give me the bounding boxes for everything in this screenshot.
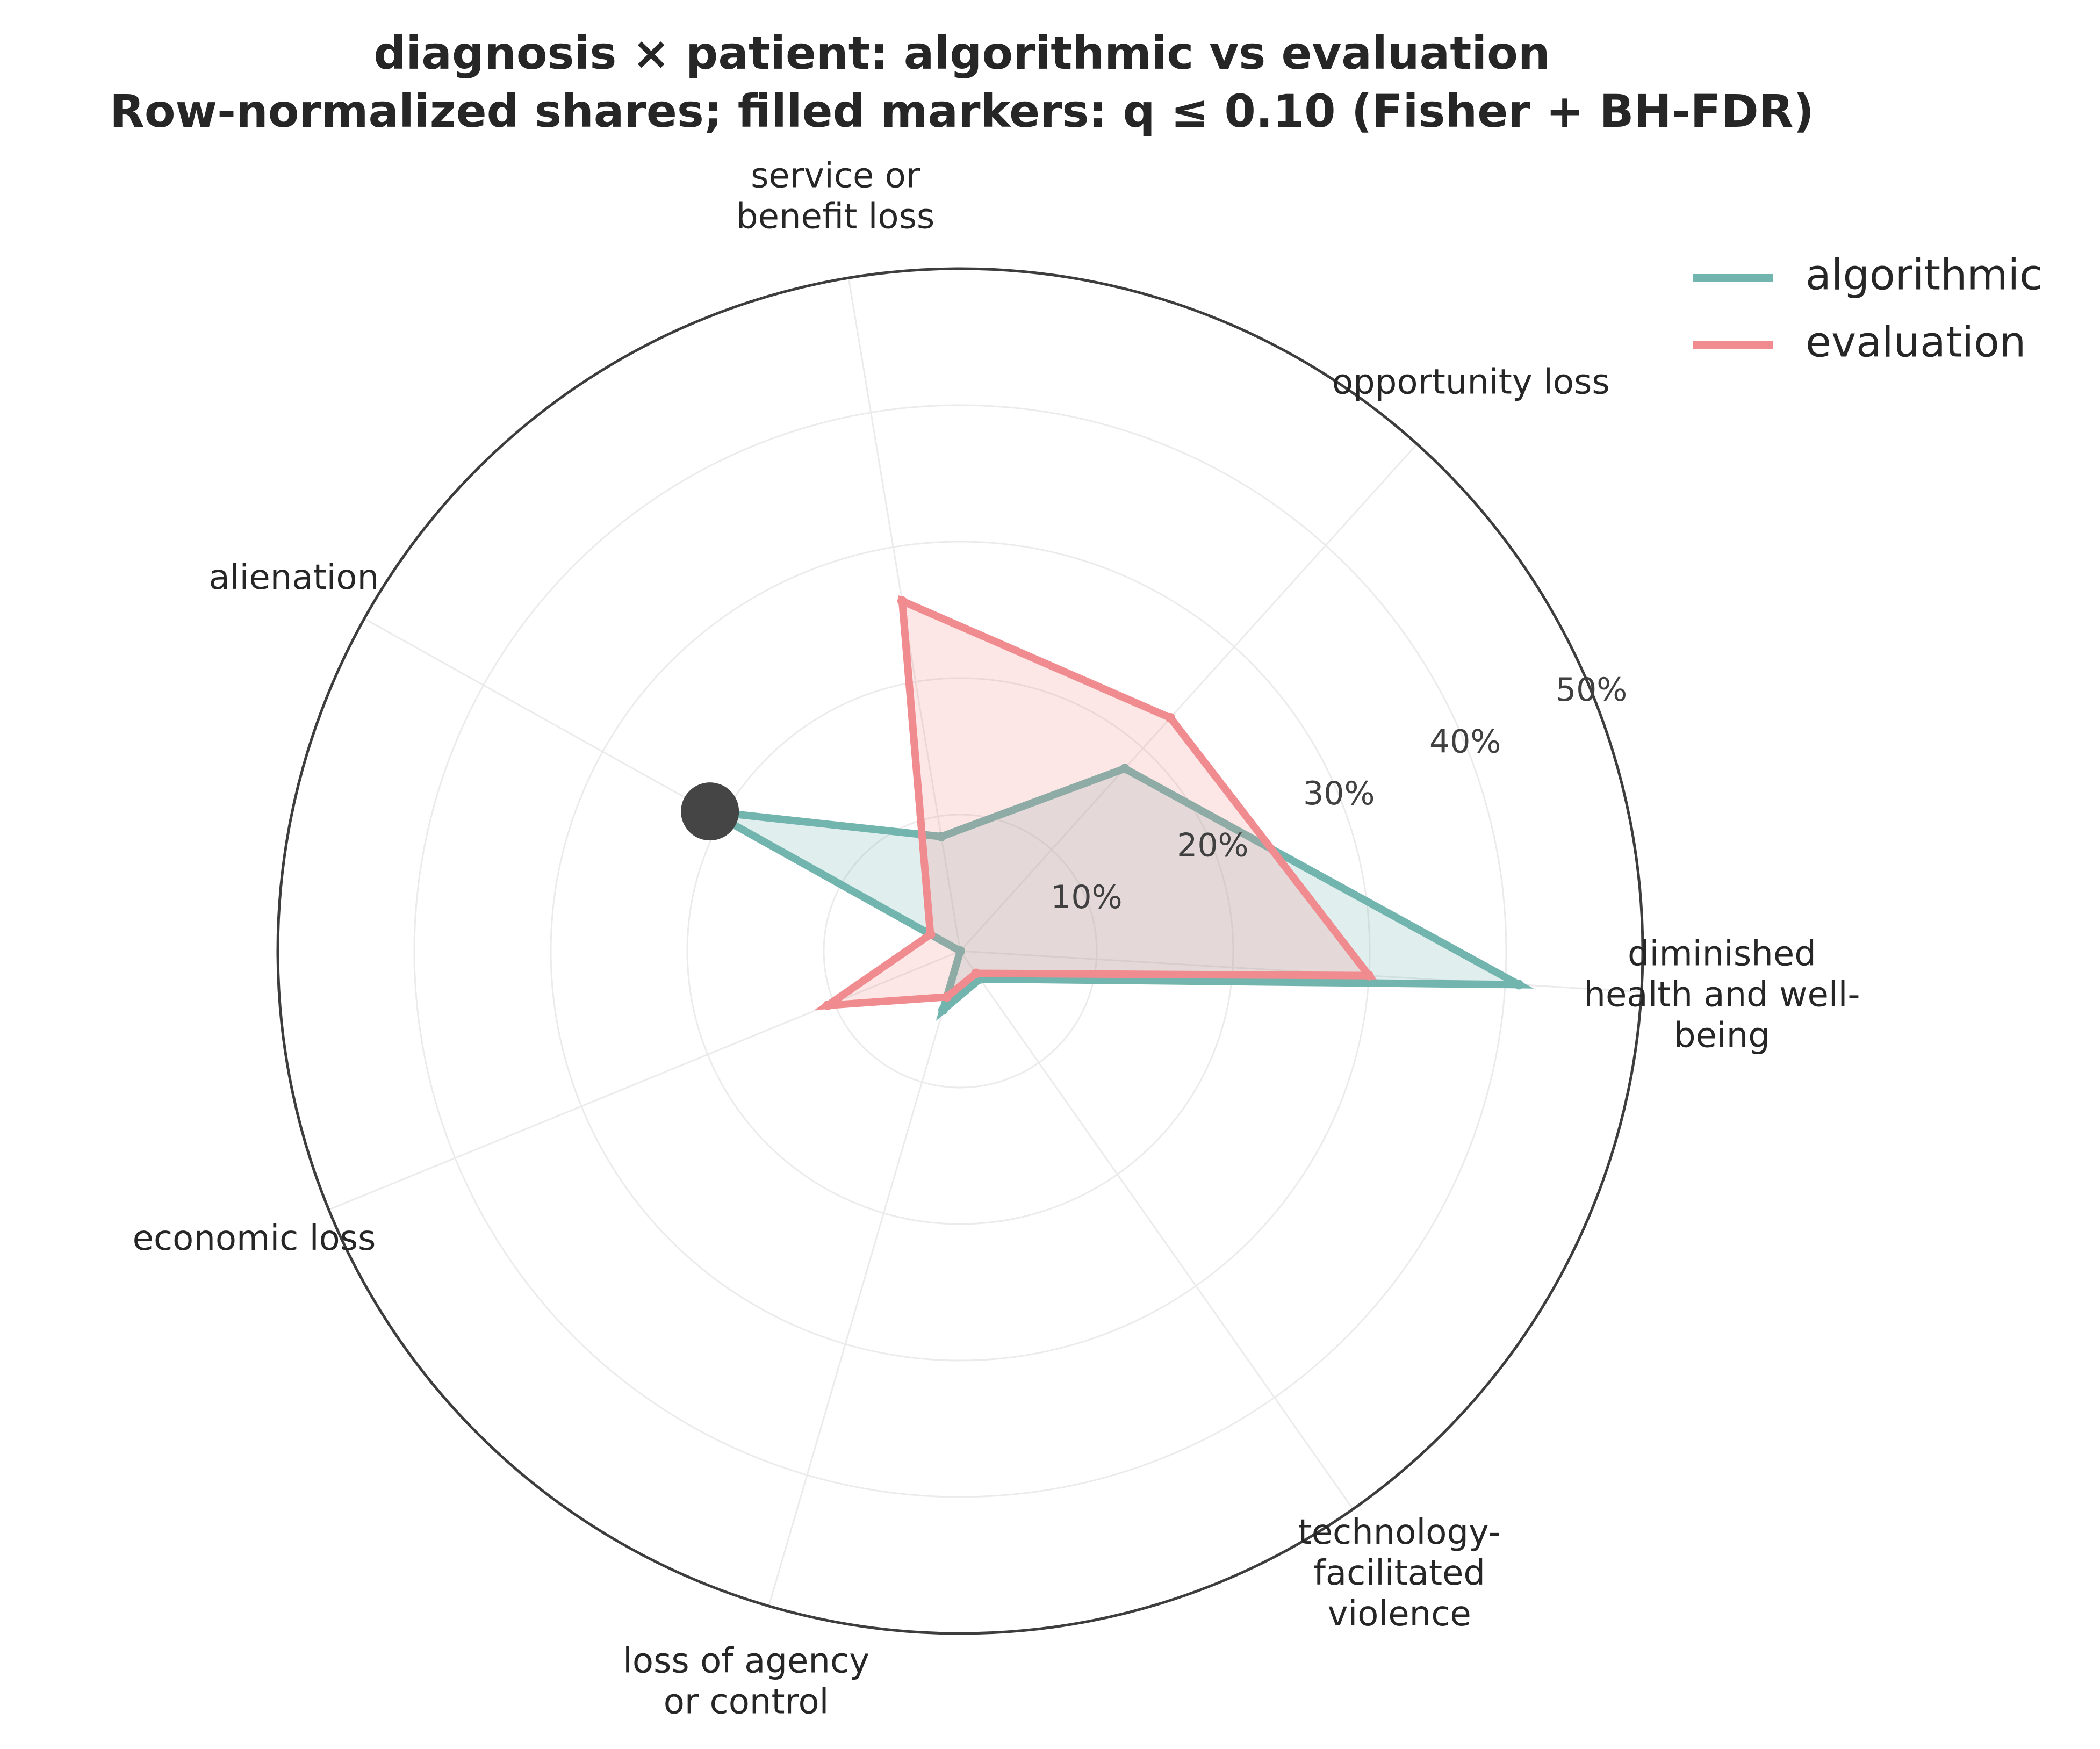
data-point-evaluation (1165, 712, 1175, 723)
radial-tick-label: 50% (1556, 671, 1627, 709)
category-label: alienation (209, 558, 379, 598)
category-label: economic loss (133, 1219, 376, 1258)
category-label-line: economic loss (133, 1219, 376, 1258)
data-point-evaluation (823, 1001, 833, 1011)
series-line-algorithmic (692, 764, 1534, 1021)
data-point-evaluation (925, 930, 936, 940)
grid-spoke (328, 950, 961, 1211)
grid-ring (550, 541, 1371, 1362)
grid-ring (823, 814, 1098, 1089)
category-label-line: service or (751, 156, 920, 196)
radial-tick-labels: 10% 20% 30% 40% 50% (1051, 671, 1627, 916)
data-point-evaluation (1364, 970, 1374, 981)
category-label-line: or control (664, 1682, 829, 1722)
series-area-algorithmic (710, 768, 1519, 1010)
data-point-algorithmic (938, 1005, 948, 1015)
grid-ring (413, 404, 1507, 1498)
radial-tick-label: 10% (1051, 879, 1122, 916)
data-point-algorithmic (955, 946, 965, 956)
grid-ring (686, 677, 1234, 1225)
category-label-line: alienation (209, 558, 379, 598)
legend-label: evaluation (1806, 318, 2026, 366)
data-point-algorithmic (1119, 764, 1130, 774)
category-label-line: health and well- (1584, 975, 1860, 1015)
data-point-algorithmic (1514, 980, 1524, 990)
category-label-line: diminished (1628, 934, 1816, 974)
radial-tick-label: 40% (1429, 723, 1501, 760)
data-point-evaluation (942, 992, 952, 1002)
chart-title: diagnosis × patient: algorithmic vs eval… (110, 27, 1814, 138)
legend: algorithmic evaluation (1693, 251, 2043, 366)
grid-spoke (959, 443, 1418, 952)
radial-tick-label: 20% (1177, 826, 1248, 864)
series-layer (681, 595, 1534, 1021)
grid-spoke (959, 951, 1354, 1510)
category-label-line: loss of agency (623, 1642, 869, 1681)
chart-title-line: Row-normalized shares; filled markers: q… (110, 85, 1814, 138)
category-label-line: violence (1328, 1594, 1471, 1634)
category-label-line: being (1674, 1016, 1770, 1056)
series-line-evaluation (814, 595, 1377, 1010)
legend-label: algorithmic (1806, 251, 2043, 299)
grid-spoke (768, 951, 961, 1607)
chart-title-line: diagnosis × patient: algorithmic vs eval… (373, 27, 1550, 80)
data-point-evaluation (971, 968, 981, 978)
data-point-algorithmic (936, 832, 946, 842)
category-label: opportunity loss (1332, 362, 1610, 402)
category-label-line: facilitated (1313, 1553, 1485, 1593)
outer-ring (276, 267, 1644, 1635)
data-point-evaluation (897, 596, 907, 606)
radial-grid (276, 267, 1644, 1635)
radial-tick-label: 30% (1303, 775, 1375, 812)
category-label-line: technology- (1298, 1513, 1501, 1552)
category-label-line: benefit loss (736, 197, 934, 237)
significant-marker (681, 782, 739, 841)
category-label-line: opportunity loss (1332, 362, 1610, 402)
series-area-evaluation (828, 601, 1369, 1006)
